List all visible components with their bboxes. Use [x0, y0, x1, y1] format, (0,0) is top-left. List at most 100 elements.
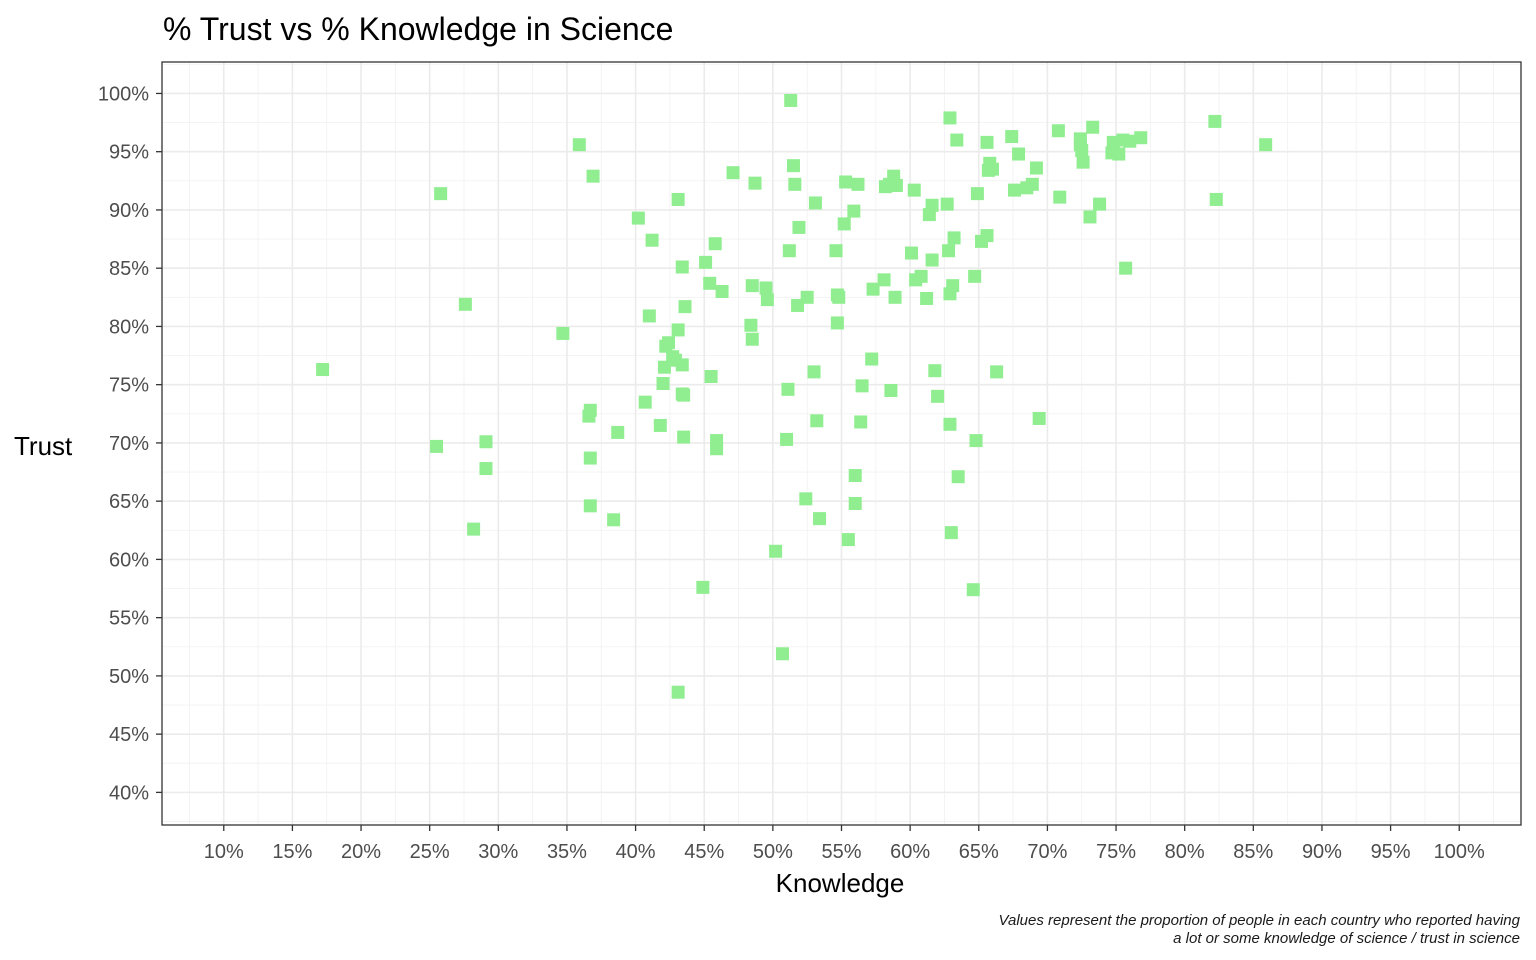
data-point [678, 300, 692, 314]
data-point [907, 183, 921, 197]
x-tick-label: 20% [341, 841, 381, 863]
data-point [1012, 147, 1026, 161]
y-tick-label: 55% [109, 608, 149, 630]
x-tick-label: 45% [684, 841, 724, 863]
data-point [1209, 192, 1223, 206]
x-tick-label: 30% [478, 841, 518, 863]
data-point [782, 244, 796, 258]
data-point [479, 435, 493, 449]
data-point [1134, 131, 1148, 145]
data-point [810, 414, 824, 428]
data-point [1051, 124, 1065, 138]
data-point [645, 233, 659, 247]
data-point [657, 360, 671, 374]
data-point [458, 297, 472, 311]
data-point [986, 162, 999, 176]
data-point [784, 93, 798, 107]
data-point [699, 255, 713, 269]
x-tick-label: 100% [1434, 841, 1485, 863]
data-point [1112, 147, 1126, 161]
data-point [556, 326, 570, 340]
data-point [642, 309, 656, 323]
data-point [479, 462, 493, 476]
data-point [760, 293, 774, 307]
data-point [914, 269, 928, 283]
data-point [583, 451, 597, 465]
data-point [950, 133, 964, 147]
y-tick-label: 65% [109, 491, 149, 513]
data-point [966, 583, 980, 597]
data-point [780, 432, 794, 446]
y-tick-label: 60% [109, 549, 149, 571]
data-point [745, 332, 759, 346]
data-point [792, 220, 806, 234]
x-axis: 10% 15% 20% 25% 30% 35% 40% 45% 50% 55% 60% 65% 70% 7… [204, 825, 1485, 863]
x-tick-label: 85% [1233, 841, 1273, 863]
data-point [434, 187, 448, 201]
data-point [1007, 183, 1021, 197]
data-point [951, 470, 965, 484]
data-point [980, 135, 994, 149]
x-tick-label: 15% [272, 841, 312, 863]
data-point [931, 389, 945, 403]
y-tick-label: 100% [98, 83, 149, 105]
data-point [1259, 138, 1273, 152]
data-point [841, 533, 855, 547]
data-point [786, 159, 800, 173]
data-point [813, 512, 827, 526]
data-point [925, 198, 939, 212]
data-point [1053, 190, 1067, 204]
data-point [583, 403, 597, 417]
data-point [839, 175, 853, 189]
caption-line-2: a lot or some knowledge of science / tru… [1173, 930, 1520, 947]
y-tick-label: 85% [109, 258, 149, 280]
data-point [942, 244, 956, 258]
data-point [830, 316, 844, 330]
data-point [430, 439, 444, 453]
data-point [769, 544, 783, 558]
x-tick-label: 35% [547, 841, 587, 863]
data-point [888, 290, 902, 304]
data-point [980, 229, 994, 243]
data-point [1093, 197, 1107, 211]
data-point [1075, 144, 1089, 158]
x-tick-label: 55% [821, 841, 861, 863]
data-point [968, 269, 982, 283]
data-point [715, 284, 729, 298]
data-point [837, 217, 851, 231]
data-point [889, 178, 903, 192]
data-point [671, 685, 685, 699]
data-point [847, 204, 861, 218]
data-point [759, 281, 773, 295]
x-tick-label: 25% [410, 841, 450, 863]
y-tick-label: 95% [109, 142, 149, 164]
data-point [1029, 161, 1043, 175]
x-tick-label: 75% [1096, 841, 1136, 863]
data-point [884, 383, 898, 397]
x-tick-label: 95% [1371, 841, 1411, 863]
data-point [316, 363, 330, 377]
x-tick-label: 50% [753, 841, 793, 863]
data-point [748, 176, 762, 190]
data-point [671, 323, 685, 337]
data-point [925, 253, 939, 267]
y-tick-label: 90% [109, 200, 149, 222]
data-point [708, 237, 722, 251]
data-point [855, 379, 869, 393]
data-point [638, 395, 652, 409]
major-gridlines [162, 62, 1521, 825]
data-point [851, 177, 865, 191]
data-point [677, 388, 691, 402]
y-tick-label: 45% [109, 724, 149, 746]
data-point [800, 290, 814, 304]
data-point [653, 418, 667, 432]
data-point [1083, 210, 1097, 224]
data-point [865, 352, 879, 366]
data-point [1208, 114, 1222, 128]
data-point [586, 169, 600, 183]
y-tick-label: 70% [109, 433, 149, 455]
data-point [467, 522, 481, 536]
data-point [572, 138, 586, 152]
data-point [940, 197, 954, 211]
